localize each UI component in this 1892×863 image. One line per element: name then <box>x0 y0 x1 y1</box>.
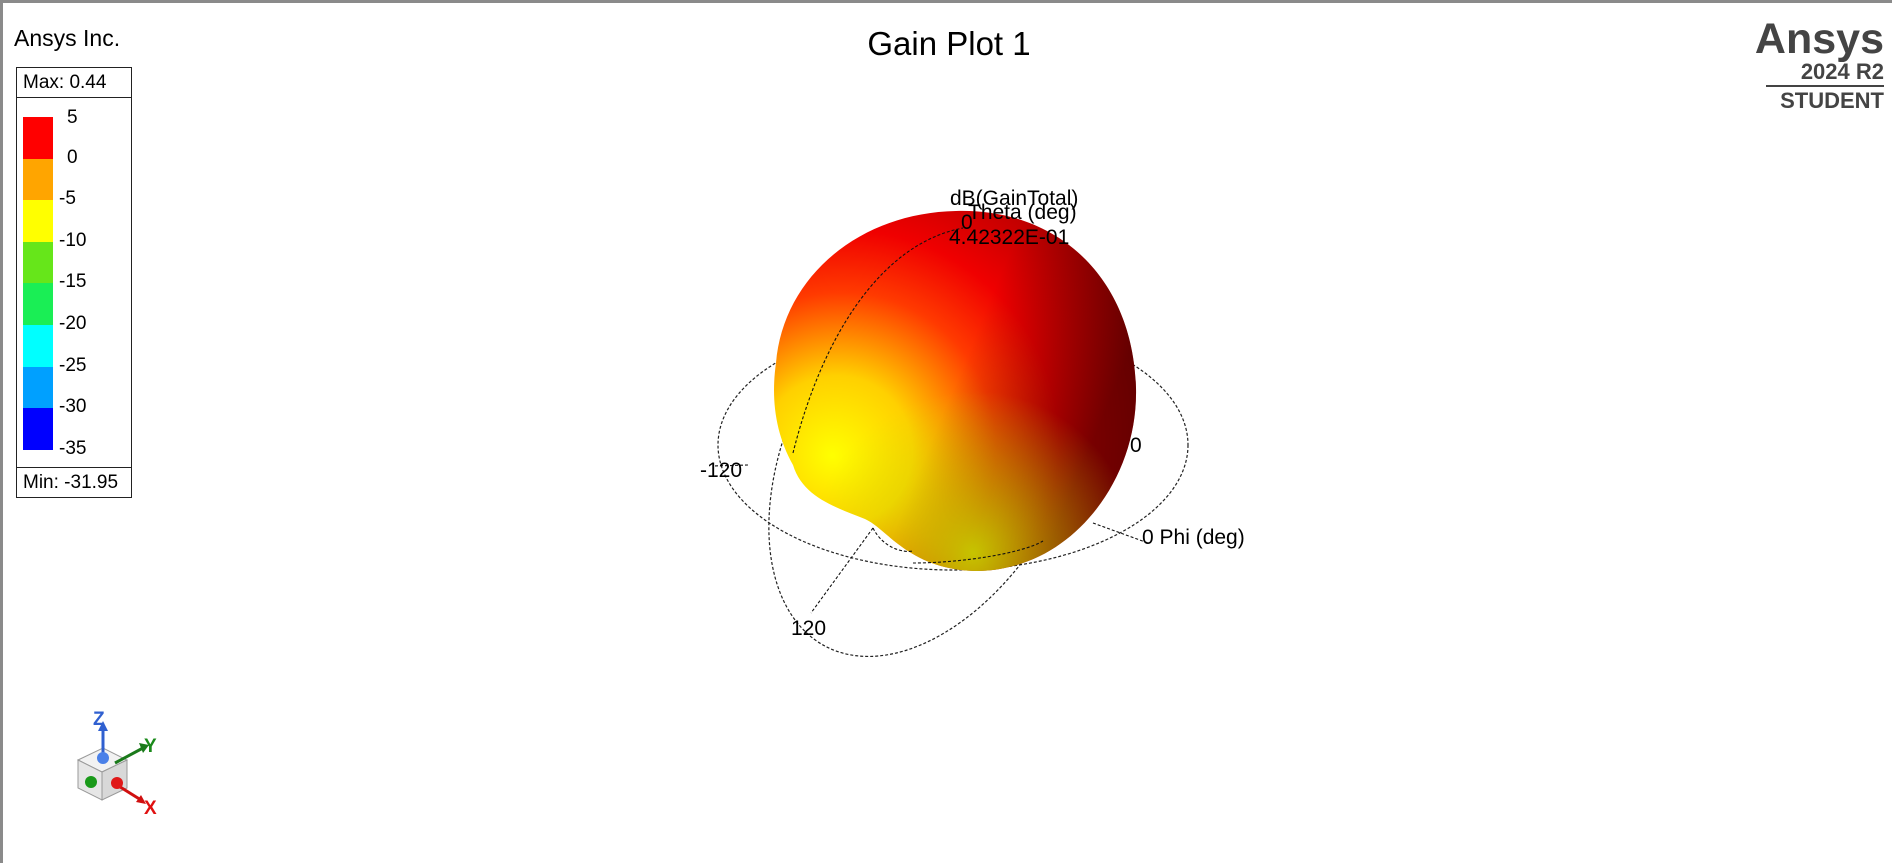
front-grid-lines <box>712 227 1149 614</box>
y-axis-arrow <box>114 746 144 765</box>
legend-tick: 0 <box>67 146 78 168</box>
legend-tick: -30 <box>59 396 87 418</box>
quantity-label: dB(GainTotal) <box>950 187 1078 210</box>
ansys-brand-logo: Ansys 2024 R2 STUDENT <box>1755 17 1884 115</box>
color-legend[interactable]: Max: 0.44 5 0 -5 -10 -15 -20 -25 -30 -35 Min: -3… <box>16 67 132 498</box>
theta-zero-tick: 0 <box>961 211 973 234</box>
theta-axis-label: Theta (deg) <box>968 201 1077 224</box>
brand-version: 2024 R2 <box>1766 61 1884 87</box>
max-value-label: 4.42322E-01 <box>949 226 1069 249</box>
legend-tick: 5 <box>67 107 78 128</box>
legend-swatch <box>23 241 53 284</box>
plot-title: Gain Plot 1 <box>867 25 1031 62</box>
y-axis-ball <box>85 776 97 788</box>
legend-max-value: Max: 0.44 <box>17 68 131 98</box>
phi-axis-label: 0 Phi (deg) <box>1142 526 1245 549</box>
legend-swatch <box>23 366 53 409</box>
legend-tick: -10 <box>59 229 87 251</box>
legend-swatch <box>23 283 53 325</box>
tick-neg120: -120 <box>700 459 742 482</box>
radiation-pattern-plot[interactable]: dB(GainTotal) Theta (deg) 0 4.42322E-01 … <box>3 3 1892 863</box>
z-axis-ball <box>97 752 109 764</box>
legend-color-bar <box>23 117 53 450</box>
orientation-triad[interactable]: Z Y X <box>76 709 157 819</box>
y-axis-label: Y <box>144 736 157 757</box>
legend-swatch <box>23 158 53 201</box>
x-axis-ball <box>111 777 123 789</box>
brand-edition: STUDENT <box>1780 88 1884 113</box>
brand-name: Ansys <box>1754 15 1884 63</box>
z-axis-label: Z <box>93 709 105 730</box>
legend-tick: -5 <box>59 188 76 210</box>
gain-pattern-bottom-tint <box>774 210 1137 572</box>
legend-tick: -25 <box>59 354 87 376</box>
legend-tick: -20 <box>59 313 87 334</box>
tick-right-0: 0 <box>1130 434 1142 457</box>
legend-swatch <box>23 408 53 450</box>
legend-min-value: Min: -31.95 <box>17 467 131 497</box>
legend-swatch <box>23 324 53 367</box>
legend-swatch <box>23 200 53 242</box>
legend-swatch <box>23 117 53 159</box>
x-axis-arrow <box>116 783 142 802</box>
x-axis-label: X <box>144 798 157 819</box>
legend-tick: -35 <box>59 437 87 459</box>
legend-tick: -15 <box>59 271 87 293</box>
tick-120: 120 <box>791 617 826 640</box>
company-label: Ansys Inc. <box>14 25 121 51</box>
